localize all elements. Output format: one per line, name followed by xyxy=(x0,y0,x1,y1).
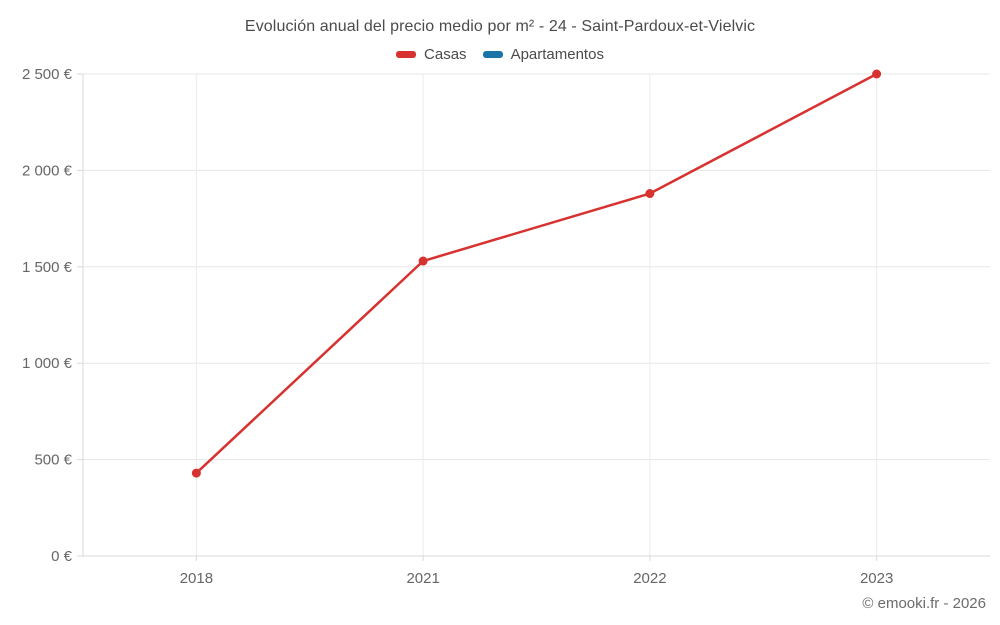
x-tick-label: 2023 xyxy=(860,570,893,587)
legend-item-casas[interactable]: Casas xyxy=(396,46,467,63)
legend-swatch-apartamentos-icon xyxy=(482,51,503,58)
y-tick-label: 1 000 € xyxy=(22,355,73,372)
copyright: © emooki.fr - 2026 xyxy=(862,595,986,612)
legend-swatch-casas-icon xyxy=(396,51,417,58)
y-tick-label: 0 € xyxy=(51,548,73,565)
x-tick-label: 2018 xyxy=(180,570,213,587)
data-point-casas-2018[interactable] xyxy=(191,468,201,478)
legend-label-casas: Casas xyxy=(424,46,467,63)
data-point-casas-2022[interactable] xyxy=(645,189,655,199)
x-tick-label: 2022 xyxy=(633,570,666,587)
data-point-casas-2023[interactable] xyxy=(872,69,882,79)
data-point-casas-2021[interactable] xyxy=(418,256,428,266)
chart-title: Evolución anual del precio medio por m² … xyxy=(244,18,756,35)
x-tick-label: 2021 xyxy=(406,570,439,587)
y-tick-label: 2 500 € xyxy=(22,66,73,83)
y-tick-label: 500 € xyxy=(34,452,72,469)
legend: Casas Apartamentos xyxy=(0,46,1000,63)
legend-label-apartamentos: Apartamentos xyxy=(510,46,604,63)
legend-item-apartamentos[interactable]: Apartamentos xyxy=(482,46,604,63)
y-tick-label: 2 000 € xyxy=(22,162,73,179)
y-tick-label: 1 500 € xyxy=(22,259,73,276)
series-line-casas xyxy=(195,72,878,475)
